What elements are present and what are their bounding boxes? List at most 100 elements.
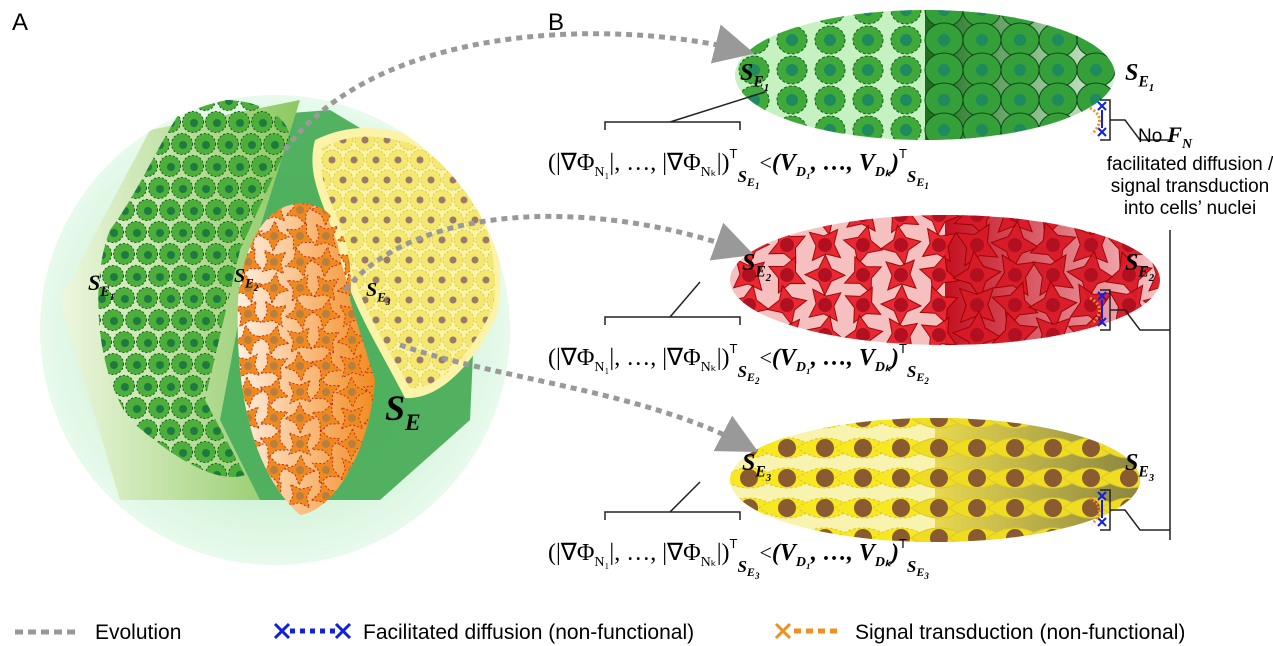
nucleus xyxy=(854,409,872,427)
nucleus xyxy=(417,357,424,364)
formula-part: |, …, |∇Φ xyxy=(609,345,700,371)
panel-label: A xyxy=(12,9,28,36)
nucleus xyxy=(439,237,446,244)
math-part: 3 xyxy=(385,297,391,307)
nucleus xyxy=(406,297,413,304)
nucleus xyxy=(778,439,796,457)
nucleus xyxy=(144,295,152,303)
nucleus xyxy=(406,337,413,344)
cell xyxy=(103,90,124,111)
formula-part: T xyxy=(899,146,907,161)
nucleus xyxy=(362,177,369,184)
nucleus xyxy=(1046,268,1060,282)
legend-signal xyxy=(776,624,790,638)
nucleus xyxy=(428,337,435,344)
math-label: SE1 xyxy=(1125,60,1154,94)
note-symbol: F xyxy=(1166,122,1182,147)
nucleus xyxy=(296,440,304,448)
nucleus xyxy=(894,298,908,312)
nucleus xyxy=(373,157,380,164)
nucleus xyxy=(270,414,278,422)
nucleus xyxy=(133,229,141,237)
nucleus xyxy=(322,440,330,448)
nucleus xyxy=(110,361,118,369)
cell xyxy=(80,486,101,507)
nucleus xyxy=(428,137,435,144)
nucleus xyxy=(900,94,912,106)
nucleus xyxy=(202,273,210,281)
nucleus xyxy=(213,207,221,215)
nucleus xyxy=(968,409,986,427)
nucleus xyxy=(87,141,95,149)
nucleus xyxy=(167,295,175,303)
legend-label: Evolution xyxy=(95,621,181,644)
formula-part: , …, V xyxy=(810,150,877,176)
formula-part: 2 xyxy=(754,376,760,386)
nucleus xyxy=(970,268,984,282)
nucleus xyxy=(976,94,988,106)
nucleus xyxy=(428,257,435,264)
nucleus xyxy=(348,388,356,396)
nucleus xyxy=(461,317,468,324)
nucleus xyxy=(296,284,304,292)
nucleus xyxy=(748,34,760,46)
nucleus xyxy=(1046,298,1060,312)
formula-part: Dₖ xyxy=(874,555,892,570)
nucleus xyxy=(778,409,796,427)
formula-part: < xyxy=(759,345,771,370)
nucleus xyxy=(1084,238,1098,252)
nucleus xyxy=(244,336,252,344)
nucleus xyxy=(87,97,95,105)
nucleus xyxy=(322,258,330,266)
nucleus xyxy=(892,469,910,487)
cell xyxy=(487,130,507,150)
math-part: 2 xyxy=(1148,272,1155,284)
nucleus xyxy=(322,310,330,318)
nucleus xyxy=(461,197,468,204)
nucleus xyxy=(322,362,330,370)
nucleus xyxy=(461,237,468,244)
nucleus xyxy=(816,439,834,457)
nucleus xyxy=(439,197,446,204)
cell xyxy=(777,0,807,24)
nucleus xyxy=(121,295,129,303)
formula-part: E xyxy=(915,175,924,189)
nucleus xyxy=(167,207,175,215)
formula-part: |) xyxy=(717,150,730,176)
formula-part: |) xyxy=(717,540,730,566)
nucleus xyxy=(748,124,760,136)
nucleus xyxy=(780,328,794,342)
nucleus xyxy=(1090,64,1102,76)
nucleus xyxy=(190,119,198,127)
nucleus xyxy=(938,4,950,16)
nucleus xyxy=(373,197,380,204)
nucleus xyxy=(824,4,836,16)
nucleus xyxy=(202,229,210,237)
nucleus xyxy=(816,499,834,517)
nucleus xyxy=(351,197,358,204)
nucleus xyxy=(395,317,402,324)
formula-part: T xyxy=(730,341,738,356)
nucleus xyxy=(270,466,278,474)
nucleus xyxy=(202,185,210,193)
nucleus xyxy=(1046,208,1060,222)
nucleus xyxy=(296,232,304,240)
math-part: S xyxy=(742,250,755,276)
nucleus xyxy=(970,238,984,252)
nucleus xyxy=(862,94,874,106)
nucleus xyxy=(144,339,152,347)
formula-part: S xyxy=(907,557,916,576)
formula-part: Nₖ xyxy=(701,165,717,180)
nucleus xyxy=(110,273,118,281)
nucleus xyxy=(854,499,872,517)
nucleus xyxy=(1052,34,1064,46)
nucleus xyxy=(296,336,304,344)
nucleus xyxy=(110,317,118,325)
formula-part: |) xyxy=(717,345,730,371)
nucleus xyxy=(1052,64,1064,76)
nucleus xyxy=(1122,328,1136,342)
cell xyxy=(126,90,147,111)
nucleus xyxy=(202,97,210,105)
formula-part: N₁ xyxy=(594,165,609,180)
nucleus xyxy=(976,124,988,136)
